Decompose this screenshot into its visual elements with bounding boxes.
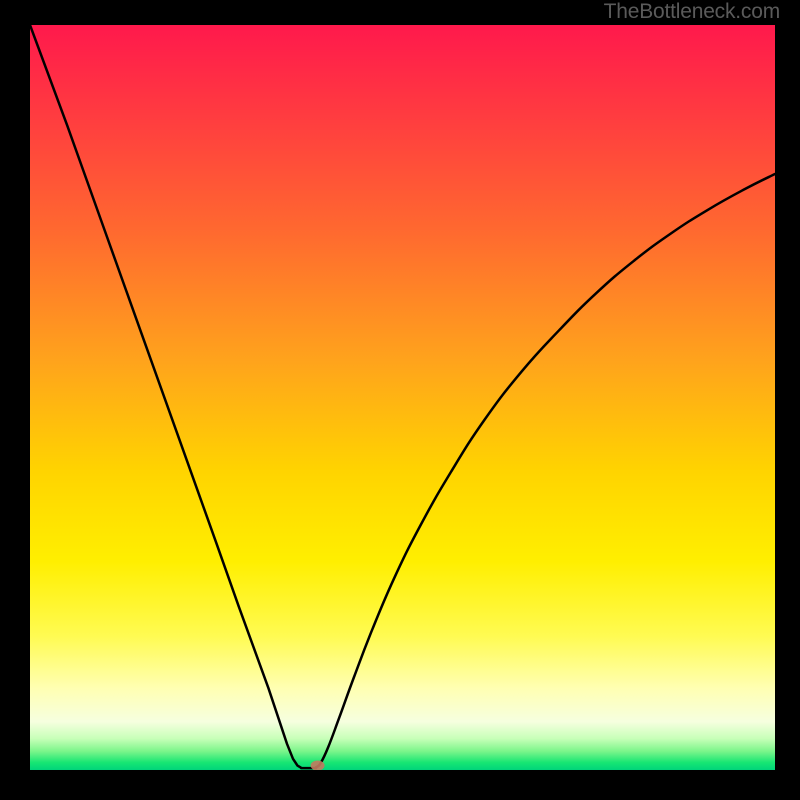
watermark-text: TheBottleneck.com — [604, 0, 780, 24]
chart-frame: TheBottleneck.com — [0, 0, 800, 800]
chart-svg — [30, 25, 775, 770]
chart-background — [30, 25, 775, 770]
plot-area — [30, 25, 775, 770]
